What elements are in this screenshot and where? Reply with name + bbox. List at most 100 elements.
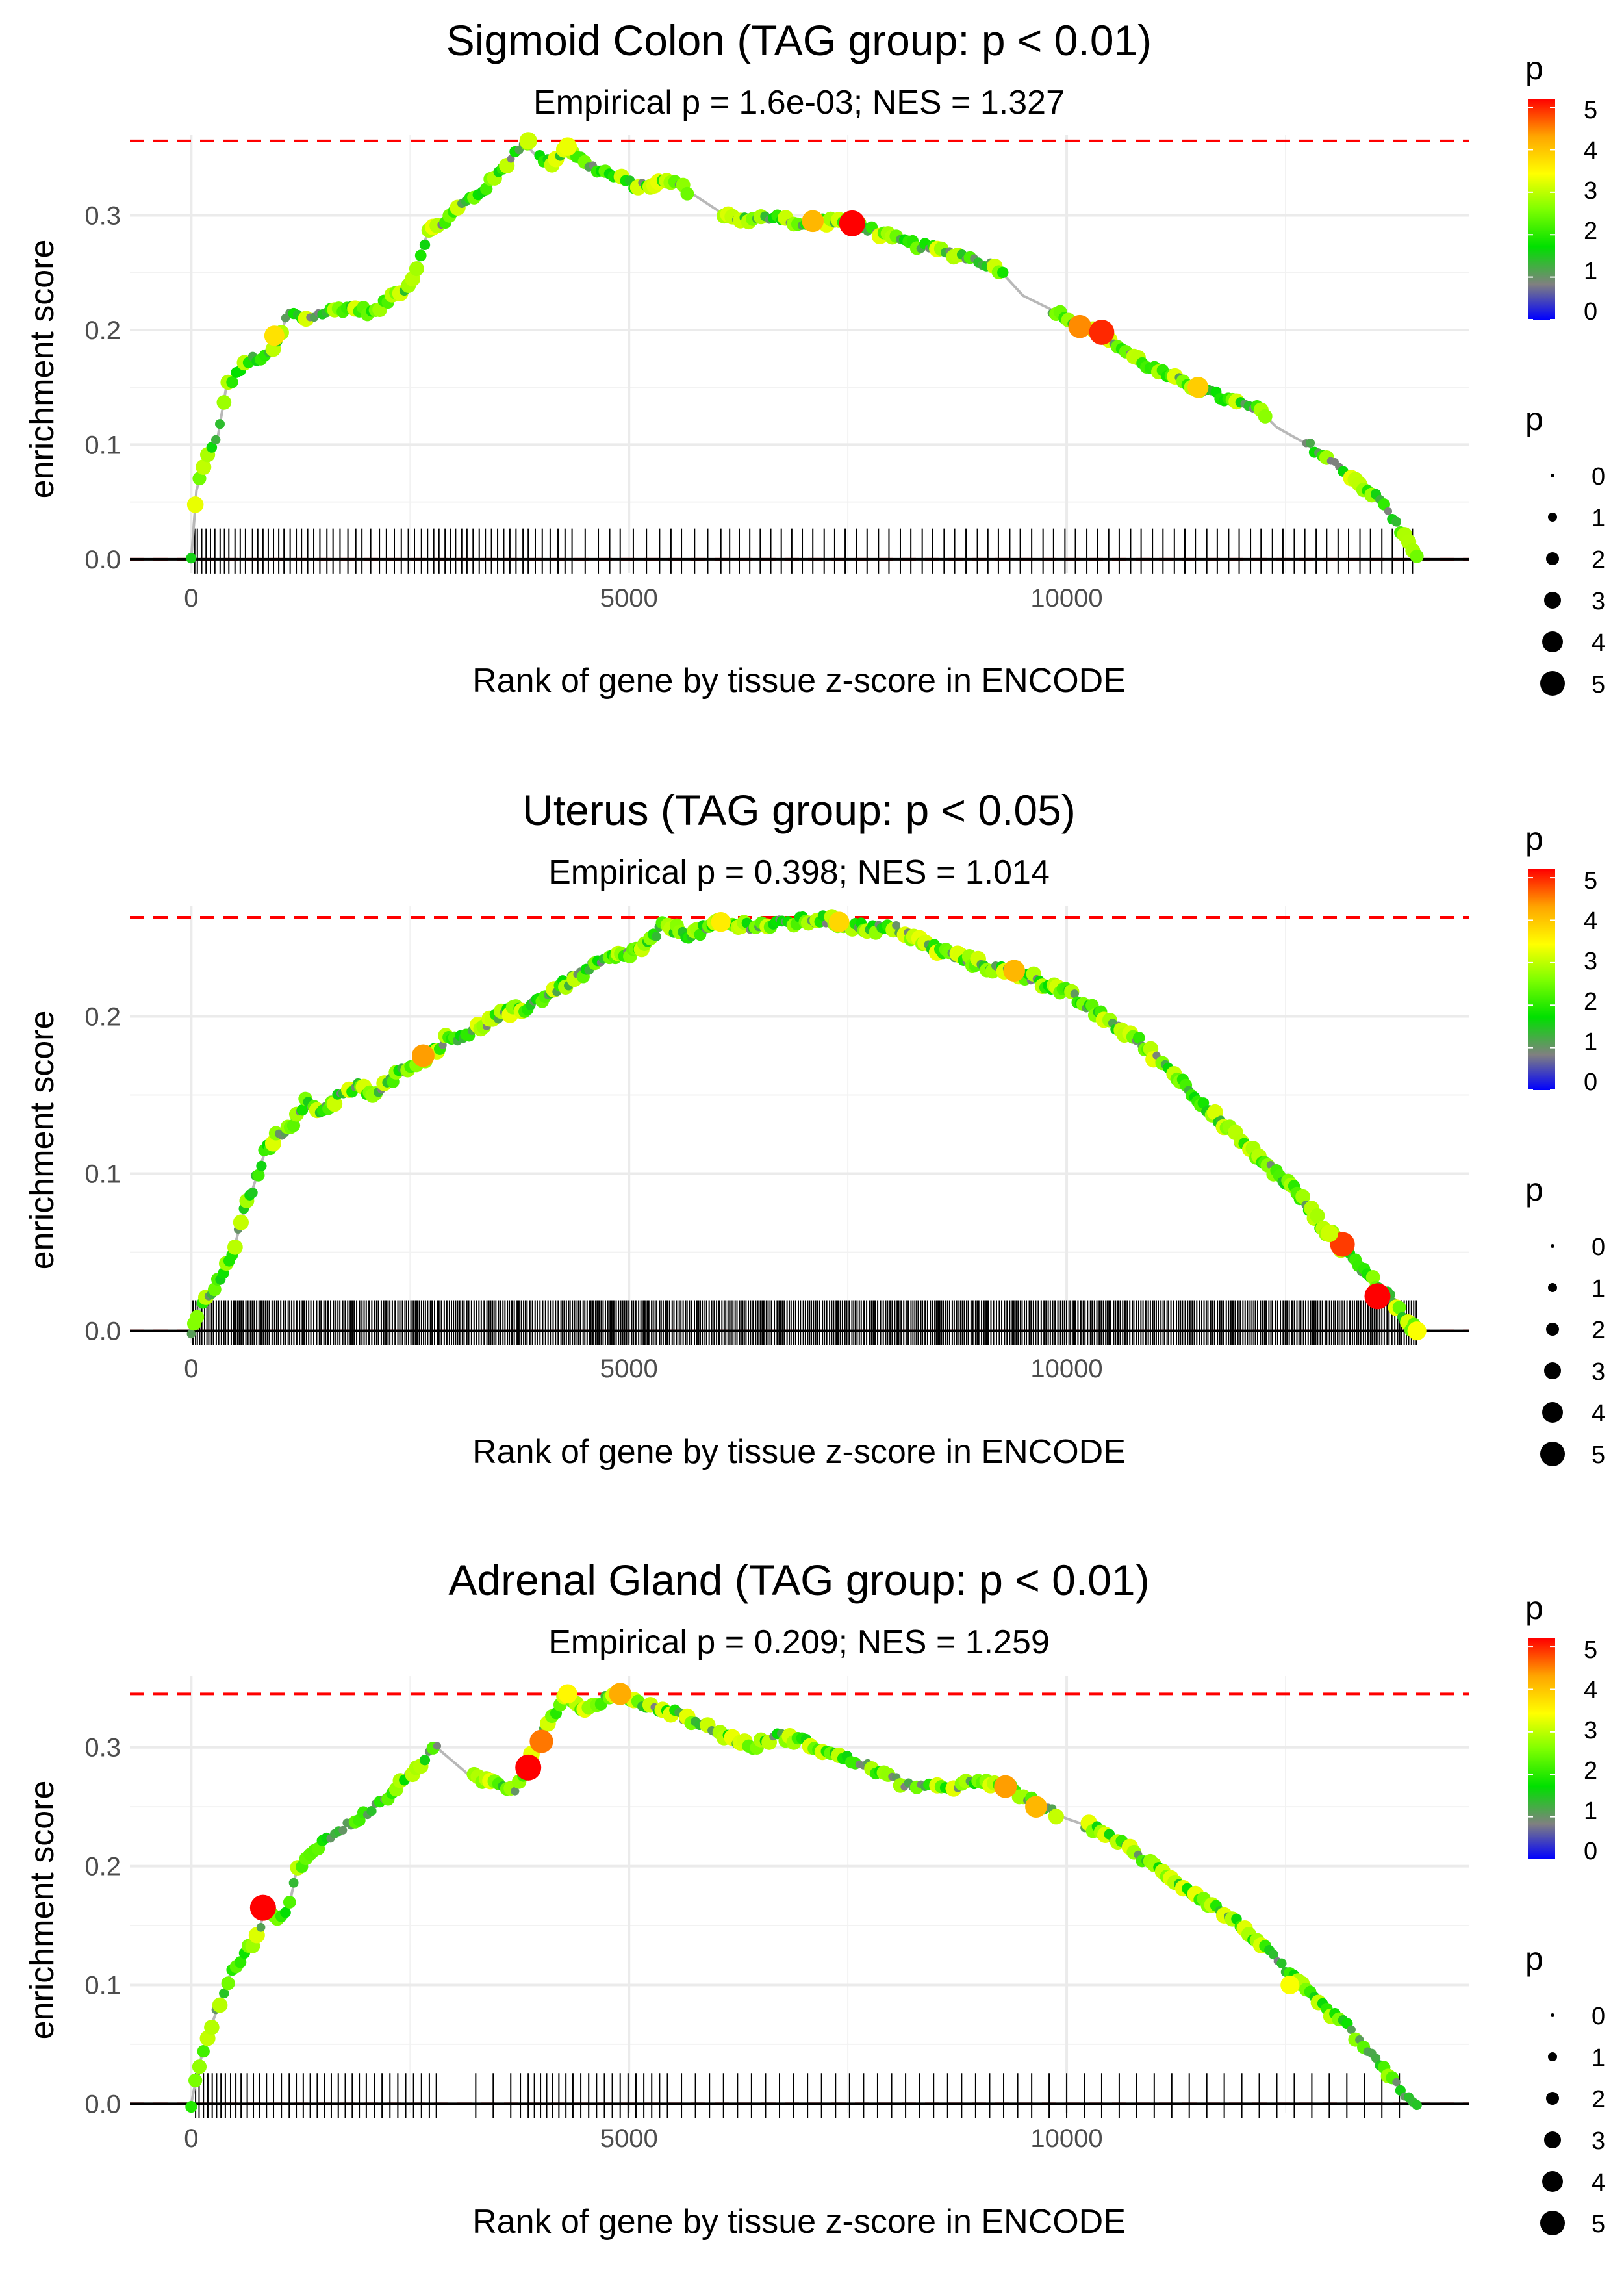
gene-point [997,266,1009,279]
size-key-0 [1551,474,1554,477]
colorbar-label: 0 [1584,298,1597,325]
colorbar-gradient [1528,869,1555,1090]
size-label: 2 [1592,546,1605,574]
size-key-4 [1542,631,1563,652]
colorbar-label: 2 [1584,218,1597,245]
y-tick-label: 0.1 [84,431,121,459]
size-label: 2 [1592,2086,1605,2113]
gene-point [196,459,212,475]
gene-point [280,1907,291,1918]
size-label: 5 [1592,671,1605,698]
size-label: 3 [1592,2128,1605,2155]
chart-subtitle: Empirical p = 1.6e-03; NES = 1.327 [533,84,1065,121]
size-key-1 [1548,513,1557,522]
colorbar-labels: 0 1 2 3 4 5 [1584,867,1597,1096]
gene-point [1391,516,1402,527]
gene-point [207,1282,222,1297]
plot-area: 0 5000 10000 0.0 0.1 0.2 [84,906,1469,1383]
highlight-point [1003,960,1025,982]
x-axis-title: Rank of gene by tissue z-score in ENCODE [472,1433,1126,1471]
colorbar-label: 4 [1584,908,1597,935]
size-label: 5 [1592,1442,1605,1469]
gene-point [511,1787,520,1796]
gene-point [1197,1097,1210,1109]
size-label: 5 [1592,2211,1605,2238]
size-key-5 [1540,2211,1565,2235]
chart-subtitle: Empirical p = 0.398; NES = 1.014 [548,854,1050,891]
gene-point [192,472,207,486]
colorbar-label: 3 [1584,177,1597,205]
gene-point [1371,2054,1381,2063]
colorbar-label: 3 [1584,948,1597,975]
chart-title: Adrenal Gland (TAG group: p < 0.01) [448,1556,1149,1604]
gene-point [186,1329,196,1339]
x-axis-title: Rank of gene by tissue z-score in ENCODE [472,2203,1126,2241]
x-tick-label: 5000 [600,584,658,613]
gene-point [233,1214,249,1230]
gene-point [507,155,515,163]
gene-point [680,186,694,201]
size-legend: p 0 1 2 3 4 5 [1525,1940,1605,2238]
highlight-point [994,1775,1017,1798]
gene-point [1070,989,1079,999]
x-tick-label: 5000 [600,2124,658,2153]
y-tick-label: 0.1 [84,1160,121,1189]
size-key-5 [1540,1442,1565,1466]
x-tick-label: 0 [184,2124,198,2153]
panel-adrenal-gland: Adrenal Gland (TAG group: p < 0.01) Empi… [23,1556,1605,2241]
gene-point [204,2019,220,2035]
gene-point [188,2073,203,2088]
gene-point [214,419,225,429]
gene-point [338,1825,348,1835]
size-label: 4 [1592,630,1605,657]
gene-point [227,1239,243,1255]
colorbar-labels: 0 1 2 3 4 5 [1584,97,1597,325]
colorbar-label: 5 [1584,1636,1597,1664]
highlight-point [609,1683,631,1705]
size-label: 3 [1592,588,1605,615]
gene-point [1258,409,1273,424]
color-legend: p 0 1 2 3 4 5 [1525,820,1597,1096]
size-legend: p 0 1 2 3 4 5 [1525,401,1605,698]
highlight-point [1025,1796,1047,1818]
size-key-5 [1540,671,1565,696]
highlight-point [515,1754,542,1781]
x-tick-label: 0 [184,1355,198,1383]
colorbar-label: 1 [1584,1028,1597,1056]
colorbar-label: 4 [1584,1677,1597,1704]
highlight-point [557,1684,577,1704]
colorbar [1528,1638,1555,1860]
color-legend: p 0 1 2 3 4 5 [1525,50,1597,325]
size-label: 4 [1592,1400,1605,1427]
size-label: 1 [1592,2044,1605,2072]
size-legend-title: p [1525,1940,1543,1977]
y-tick-label: 0.3 [84,202,121,231]
highlight-point [802,210,824,233]
gene-point [226,376,238,388]
gene-point [1412,2100,1422,2111]
y-axis-title: enrichment score [23,1011,61,1270]
size-label: 4 [1592,2169,1605,2196]
highlight-point [828,911,850,933]
color-legend-title: p [1525,1590,1543,1626]
gene-point [212,1997,228,2013]
gene-point [216,395,232,410]
size-key-1 [1548,1283,1557,1292]
color-legend: p 0 1 2 3 4 5 [1525,1590,1597,1865]
gene-point [185,2101,197,2113]
size-key-2 [1546,552,1559,565]
gene-point [1306,438,1315,448]
panel-uterus: Uterus (TAG group: p < 0.05) Empirical p… [23,786,1605,1471]
size-label: 0 [1592,2003,1605,2030]
gene-point [210,435,221,445]
colorbar [1528,869,1555,1091]
chart-title: Uterus (TAG group: p < 0.05) [522,786,1076,834]
colorbar-label: 5 [1584,867,1597,895]
gene-point [197,2044,210,2058]
colorbar [1528,99,1555,320]
colorbar-gradient [1528,99,1555,320]
color-legend-title: p [1525,820,1543,857]
gene-point [206,442,218,453]
y-tick-label: 0.2 [84,1853,121,1881]
gene-point [651,932,661,941]
